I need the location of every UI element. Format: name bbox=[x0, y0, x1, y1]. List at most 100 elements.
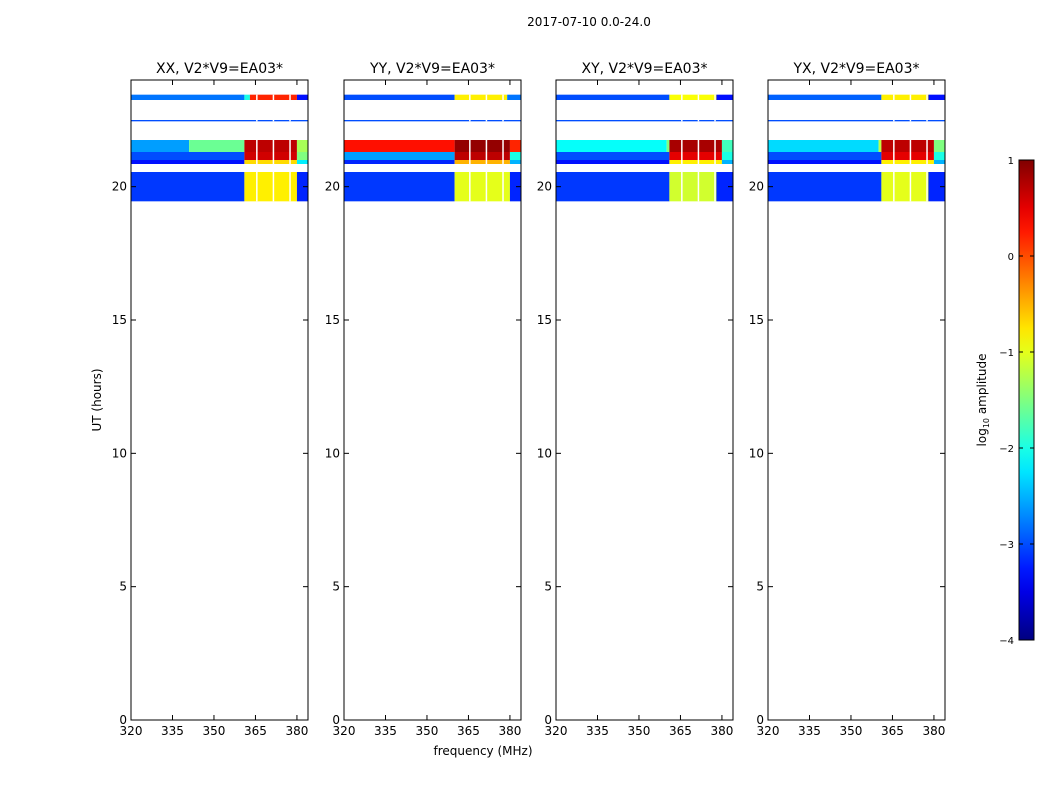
heatmap-cell bbox=[933, 152, 945, 160]
panel-group: XX, V2*V9=EA03* 320 335 350 365 380 0 5 10 15 20 YY… bbox=[112, 61, 946, 738]
y-tick-label: 0 bbox=[756, 713, 764, 727]
heatmap-cell bbox=[454, 152, 510, 160]
heatmap-cell bbox=[454, 94, 508, 100]
heatmap-cell bbox=[556, 94, 670, 100]
y-tick-label: 15 bbox=[537, 313, 552, 327]
heatmap-cell bbox=[509, 152, 521, 160]
heatmap-cell bbox=[296, 160, 308, 164]
heatmap-cell bbox=[556, 152, 670, 160]
heatmap-cell bbox=[881, 140, 934, 152]
y-tick-label: 10 bbox=[749, 446, 764, 460]
heatmap-cell bbox=[669, 160, 722, 164]
x-tick-label: 380 bbox=[922, 724, 945, 738]
heatmap-cell bbox=[669, 94, 717, 100]
colorbar-label-sub: 10 bbox=[982, 418, 991, 428]
panel-title: YY, V2*V9=EA03* bbox=[369, 61, 495, 77]
heatmap-cell bbox=[881, 172, 929, 202]
panel-title: XX, V2*V9=EA03* bbox=[156, 61, 283, 77]
heatmap-cell bbox=[716, 94, 733, 100]
heatmap-cell bbox=[244, 152, 297, 160]
heatmap-cell bbox=[131, 172, 245, 202]
heatmap-cell bbox=[344, 120, 521, 122]
panel-frame bbox=[767, 79, 946, 721]
heatmap-cell bbox=[669, 152, 722, 160]
x-tick-label: 380 bbox=[710, 724, 733, 738]
heatmap-cell bbox=[666, 140, 670, 152]
heatmap-area bbox=[344, 94, 521, 202]
panel: YX, V2*V9=EA03* 320 335 350 365 380 0 5 10 15 20 bbox=[749, 61, 946, 738]
figure-title: 2017-07-10 0.0-24.0 bbox=[527, 15, 651, 29]
heatmap-cell bbox=[296, 152, 308, 160]
panel-title: XY, V2*V9=EA03* bbox=[582, 61, 708, 77]
y-tick-label: 15 bbox=[325, 313, 340, 327]
heatmap-cell bbox=[509, 160, 521, 164]
panel-frame bbox=[343, 79, 522, 721]
heatmap-cell bbox=[556, 160, 670, 164]
heatmap-cell bbox=[244, 94, 250, 100]
x-tick-label: 335 bbox=[798, 724, 821, 738]
y-tick-label: 20 bbox=[537, 180, 552, 194]
x-tick-label: 350 bbox=[203, 724, 226, 738]
heatmap-cell bbox=[509, 172, 521, 202]
heatmap-cell bbox=[933, 160, 945, 164]
heatmap-cell bbox=[296, 140, 308, 152]
heatmap-cell bbox=[556, 172, 670, 202]
y-tick-label: 5 bbox=[332, 580, 340, 594]
colorbar-tick-label: −1 bbox=[999, 348, 1014, 359]
heatmap-cell bbox=[721, 152, 733, 160]
colorbar-gradient bbox=[1018, 159, 1035, 641]
heatmap-cell bbox=[344, 140, 455, 152]
heatmap-cell bbox=[768, 94, 882, 100]
heatmap-cell bbox=[669, 172, 717, 202]
panel: XX, V2*V9=EA03* 320 335 350 365 380 0 5 10 15 20 bbox=[112, 61, 309, 738]
x-tick-label: 380 bbox=[285, 724, 308, 738]
colorbar-label-log: log bbox=[975, 428, 989, 446]
y-tick-label: 5 bbox=[119, 580, 127, 594]
heatmap-cell bbox=[344, 160, 455, 164]
y-axis-label: UT (hours) bbox=[90, 368, 104, 431]
x-tick-label: 320 bbox=[545, 724, 568, 738]
heatmap-cell bbox=[296, 94, 308, 100]
heatmap-cell bbox=[131, 120, 308, 122]
x-tick-label: 335 bbox=[586, 724, 609, 738]
y-tick-label: 15 bbox=[112, 313, 127, 327]
y-tick-label: 0 bbox=[332, 713, 340, 727]
panel: XY, V2*V9=EA03* 320 335 350 365 380 0 5 10 15 20 bbox=[537, 61, 734, 738]
x-tick-label: 335 bbox=[161, 724, 184, 738]
x-tick-label: 365 bbox=[881, 724, 904, 738]
heatmap-cell bbox=[454, 160, 510, 164]
x-tick-label: 320 bbox=[120, 724, 143, 738]
y-tick-label: 20 bbox=[749, 180, 764, 194]
y-tick-label: 0 bbox=[544, 713, 552, 727]
x-tick-label: 335 bbox=[374, 724, 397, 738]
heatmap-cell bbox=[721, 140, 733, 152]
heatmap-cell bbox=[344, 94, 455, 100]
heatmap-cell bbox=[928, 94, 945, 100]
y-tick-label: 15 bbox=[749, 313, 764, 327]
x-tick-label: 365 bbox=[457, 724, 480, 738]
heatmap-cell bbox=[244, 172, 297, 202]
colorbar-label-rest: amplitude bbox=[975, 354, 989, 418]
heatmap-cell bbox=[768, 140, 879, 152]
x-tick-label: 350 bbox=[628, 724, 651, 738]
x-axis-label: frequency (MHz) bbox=[433, 744, 532, 758]
heatmap-cell bbox=[881, 160, 934, 164]
y-tick-label: 10 bbox=[537, 446, 552, 460]
heatmap-cell bbox=[669, 140, 722, 152]
y-tick-label: 10 bbox=[325, 446, 340, 460]
heatmap-area bbox=[556, 94, 733, 202]
x-tick-label: 320 bbox=[333, 724, 356, 738]
heatmap-cell bbox=[189, 140, 245, 152]
x-tick-label: 380 bbox=[498, 724, 521, 738]
panel-frame bbox=[130, 79, 309, 721]
x-tick-label: 365 bbox=[669, 724, 692, 738]
heatmap-cell bbox=[131, 152, 245, 160]
heatmap-cell bbox=[344, 172, 455, 202]
heatmap-cell bbox=[556, 140, 667, 152]
heatmap-cell bbox=[131, 160, 245, 164]
colorbar-label: log10 amplitude bbox=[975, 354, 991, 447]
heatmap-cell bbox=[881, 152, 934, 160]
heatmap-cell bbox=[878, 140, 882, 152]
